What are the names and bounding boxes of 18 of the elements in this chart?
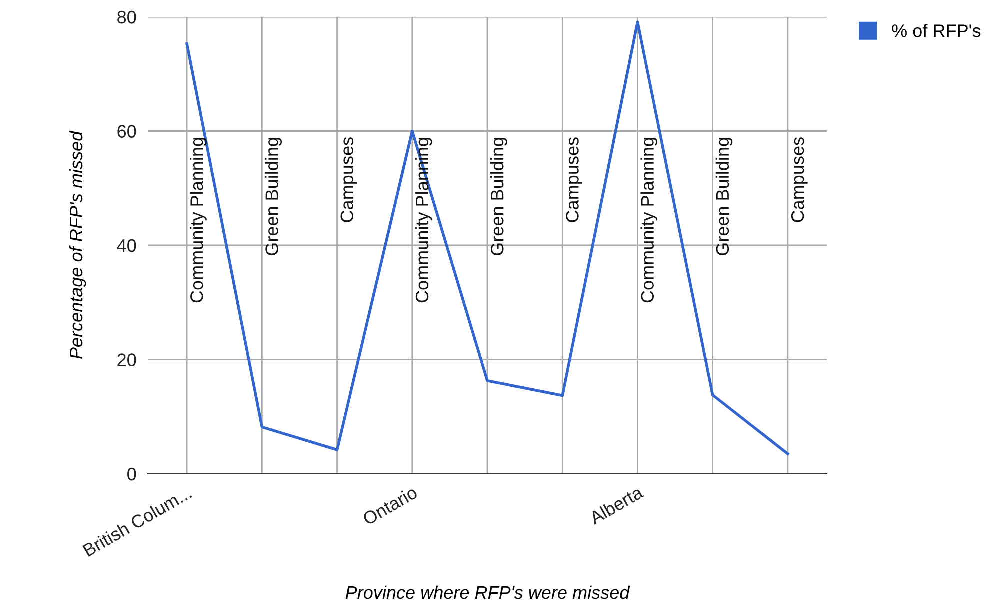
- legend-label: % of RFP's: [892, 24, 981, 38]
- annotation: Community Planning: [190, 138, 207, 303]
- y-tick-label: 0: [128, 468, 136, 481]
- y-tick-label: 20: [118, 354, 136, 366]
- annotation: Community Planning: [640, 138, 658, 303]
- y-tick-label: 40: [117, 239, 136, 252]
- annotation: Green Building: [265, 138, 282, 256]
- annotation: Campuses: [340, 138, 358, 222]
- x-axis-title: Province where RFP's were missed: [346, 586, 630, 600]
- annotation: Green Building: [716, 138, 733, 256]
- annotation: Campuses: [791, 138, 808, 222]
- y-axis-title: Percentage of RFP's missed: [69, 130, 86, 360]
- annotation: Green Building: [490, 138, 508, 256]
- y-tick-label: 80: [118, 10, 136, 24]
- annotation: Campuses: [566, 138, 582, 222]
- annotation: Community Planning: [415, 138, 432, 303]
- y-tick-label: 60: [118, 125, 136, 138]
- line-series: [186, 20, 790, 456]
